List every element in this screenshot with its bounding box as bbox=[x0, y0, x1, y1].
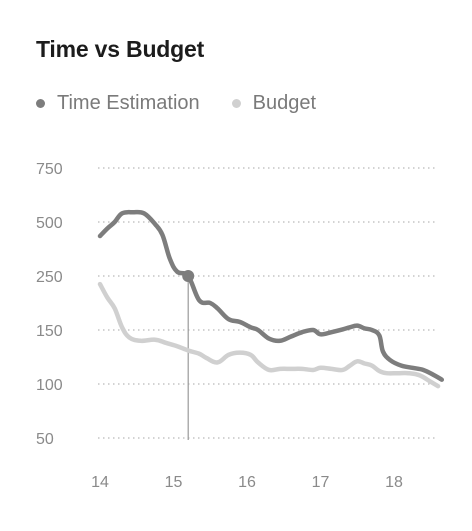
legend-item-budget[interactable]: Budget bbox=[231, 92, 317, 115]
legend-item-time-estimation[interactable]: Time Estimation bbox=[36, 92, 200, 115]
y-tick-label: 150 bbox=[36, 323, 63, 340]
x-tick-label: 15 bbox=[165, 474, 183, 491]
legend-label: Time Estimation bbox=[57, 92, 200, 114]
y-tick-label: 100 bbox=[36, 377, 63, 394]
chart-title: Time vs Budget bbox=[36, 36, 205, 62]
x-tick-label: 18 bbox=[385, 474, 403, 491]
x-tick-label: 17 bbox=[312, 474, 330, 491]
chart-legend: Time Estimation Budget bbox=[36, 92, 348, 115]
series-line-budget bbox=[97, 281, 441, 389]
y-tick-label: 500 bbox=[36, 215, 63, 232]
legend-dot-icon bbox=[231, 99, 241, 108]
x-tick-label: 16 bbox=[238, 474, 256, 491]
x-tick-label: 14 bbox=[91, 474, 109, 491]
legend-dot-icon bbox=[36, 99, 45, 108]
y-tick-label: 250 bbox=[36, 269, 63, 286]
legend-label: Budget bbox=[252, 92, 317, 114]
y-tick-label: 750 bbox=[36, 161, 63, 178]
series-line-time-estimation bbox=[97, 209, 445, 382]
highlight-point bbox=[182, 270, 195, 282]
y-tick-label: 50 bbox=[36, 431, 54, 448]
